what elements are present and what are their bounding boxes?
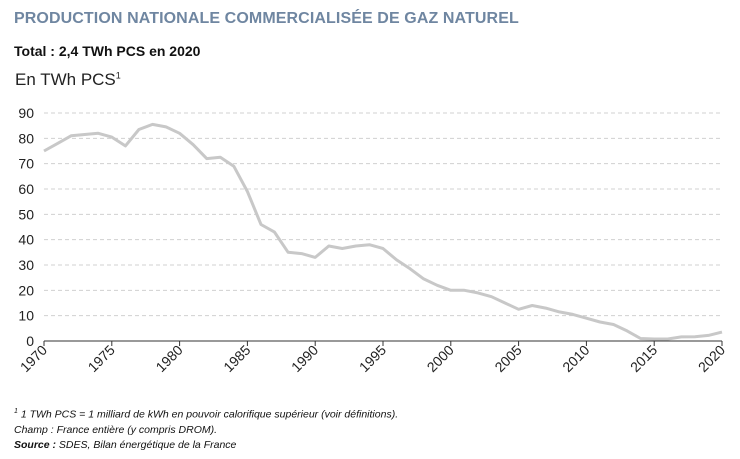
- y-tick-label: 50: [18, 206, 34, 222]
- x-tick-label: 1985: [220, 342, 253, 375]
- series-line: [43, 122, 723, 341]
- chart-subtitle: Total : 2,4 TWh PCS en 2020: [14, 43, 201, 59]
- x-tick-label: 1995: [356, 342, 389, 375]
- x-tick-label: 2005: [491, 342, 524, 375]
- x-tick-label: 2020: [695, 342, 728, 375]
- footnote: 1 1 TWh PCS = 1 milliard de kWh en pouvo…: [14, 404, 398, 423]
- line-chart: 0 10 20 30 40 50 60 70 80 90 1970 1975 1980 1985 1990…: [17, 105, 728, 375]
- x-axis-ticks: 1970 1975 1980 1985 1990 1995 2000 2005 2010 2015…: [17, 341, 728, 375]
- chart-title: PRODUCTION NATIONALE COMMERCIALISÉE DE G…: [14, 10, 519, 27]
- x-tick-label: 1980: [152, 342, 185, 375]
- y-tick-label: 70: [18, 156, 34, 172]
- x-tick-label: 1990: [288, 342, 321, 375]
- chart-notes: 1 1 TWh PCS = 1 milliard de kWh en pouvo…: [14, 404, 398, 453]
- y-tick-label: 80: [18, 130, 34, 146]
- source-label: Source :: [14, 438, 57, 451]
- y-unit-label: En TWh PCS1: [15, 70, 121, 90]
- source-note: Source : SDES, Bilan énergétique de la F…: [14, 438, 398, 453]
- x-tick-label: 1970: [17, 342, 50, 375]
- y-tick-label: 10: [18, 308, 34, 324]
- x-tick-label: 2015: [627, 342, 660, 375]
- footnote-text: 1 TWh PCS = 1 milliard de kWh en pouvoir…: [17, 408, 399, 421]
- y-tick-label: 40: [18, 232, 34, 248]
- x-tick-label: 2000: [424, 342, 457, 375]
- y-tick-label: 30: [18, 257, 34, 273]
- y-unit-footnote-mark: 1: [115, 70, 121, 81]
- footnote-mark: 1: [14, 408, 18, 415]
- champ-note: Champ : France entière (y compris DROM).: [14, 423, 218, 436]
- y-unit-text: En TWh PCS: [15, 70, 116, 89]
- grid-lines: [44, 112, 722, 317]
- source-text: SDES, Bilan énergétique de la France: [56, 438, 237, 451]
- x-tick-label: 1975: [85, 342, 118, 375]
- y-tick-label: 90: [18, 105, 34, 121]
- x-tick-label: 2010: [559, 342, 592, 375]
- y-tick-label: 0: [26, 333, 34, 349]
- y-tick-label: 60: [18, 181, 34, 197]
- y-axis-ticks: 0 10 20 30 40 50 60 70 80 90: [18, 105, 34, 349]
- y-tick-label: 20: [18, 282, 34, 298]
